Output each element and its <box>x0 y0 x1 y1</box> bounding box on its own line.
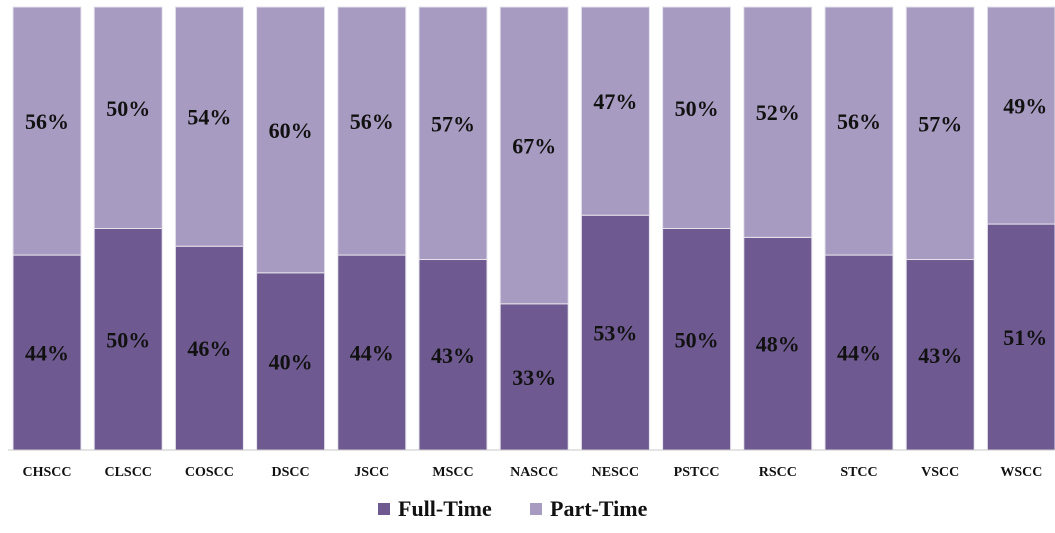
x-tick-nascc: NASCC <box>510 465 558 480</box>
bar-part-time-dscc <box>256 6 326 274</box>
bar-part-time-stcc <box>824 6 894 256</box>
legend-label-full-time: Full-Time <box>398 496 492 521</box>
data-label-part-time-dscc: 60% <box>269 118 313 143</box>
data-label-full-time-clscc: 50% <box>106 327 150 352</box>
x-tick-rscc: RSCC <box>759 465 797 480</box>
x-tick-jscc: JSCC <box>354 465 389 480</box>
bar-part-time-coscc <box>174 6 244 247</box>
x-tick-labels: CHSCC CLSCC COSCC DSCC JSCC MSCC NASCC NESCC PST… <box>22 465 1042 480</box>
legend: Full-Time Part-Time <box>378 496 648 521</box>
data-label-part-time-rscc: 52% <box>756 100 800 125</box>
data-label-part-time-nascc: 67% <box>512 133 556 158</box>
bar-full-time-rscc <box>743 236 813 451</box>
bar-full-time-wscc <box>986 223 1055 451</box>
data-label-full-time-vscc: 43% <box>918 343 962 368</box>
x-tick-dscc: DSCC <box>272 465 310 480</box>
bar-full-time-chscc <box>12 254 82 451</box>
labels-layer: 44% 56% 50% 50% 46% 54% 40% 60% 44% 56% 43% 57% 33% 6… <box>25 89 1047 390</box>
x-tick-mscc: MSCC <box>432 465 473 480</box>
data-label-full-time-nascc: 33% <box>512 365 556 390</box>
bar-part-time-vscc <box>905 6 975 261</box>
data-label-part-time-mscc: 57% <box>431 111 475 136</box>
x-tick-pstcc: PSTCC <box>674 465 720 480</box>
x-tick-nescc: NESCC <box>592 465 639 480</box>
data-label-full-time-coscc: 46% <box>187 336 231 361</box>
bar-full-time-mscc <box>418 259 488 451</box>
data-label-full-time-chscc: 44% <box>25 341 69 366</box>
bar-full-time-pstcc <box>662 228 732 451</box>
legend-swatch-part-time <box>530 503 542 515</box>
data-label-part-time-pstcc: 50% <box>675 96 719 121</box>
x-tick-clscc: CLSCC <box>104 465 151 480</box>
data-label-full-time-mscc: 43% <box>431 343 475 368</box>
data-label-part-time-stcc: 56% <box>837 109 881 134</box>
bar-part-time-chscc <box>12 6 82 256</box>
data-label-part-time-wscc: 49% <box>1003 94 1047 119</box>
data-label-full-time-wscc: 51% <box>1003 325 1047 350</box>
data-label-part-time-vscc: 57% <box>918 111 962 136</box>
bar-part-time-mscc <box>418 6 488 261</box>
bar-full-time-coscc <box>174 245 244 451</box>
legend-label-part-time: Part-Time <box>550 496 648 521</box>
bar-full-time-vscc <box>905 259 975 451</box>
bar-full-time-nascc <box>499 303 569 451</box>
x-tick-coscc: COSCC <box>185 465 234 480</box>
data-label-full-time-nescc: 53% <box>593 321 637 346</box>
bar-part-time-wscc <box>986 6 1055 225</box>
bar-part-time-nescc <box>580 6 650 216</box>
data-label-full-time-stcc: 44% <box>837 341 881 366</box>
data-label-part-time-coscc: 54% <box>187 105 231 130</box>
bar-part-time-rscc <box>743 6 813 238</box>
bar-part-time-clscc <box>93 6 163 229</box>
data-label-part-time-jscc: 56% <box>350 109 394 134</box>
bar-full-time-stcc <box>824 254 894 451</box>
bar-part-time-pstcc <box>662 6 732 229</box>
data-label-full-time-rscc: 48% <box>756 332 800 357</box>
data-label-full-time-pstcc: 50% <box>675 327 719 352</box>
x-tick-chscc: CHSCC <box>22 465 71 480</box>
data-label-full-time-jscc: 44% <box>350 341 394 366</box>
bar-full-time-nescc <box>580 214 650 451</box>
data-label-part-time-clscc: 50% <box>106 96 150 121</box>
bar-part-time-nascc <box>499 6 569 305</box>
data-label-full-time-dscc: 40% <box>269 349 313 374</box>
bars-layer <box>12 6 1055 451</box>
x-tick-wscc: WSCC <box>1000 465 1042 480</box>
legend-swatch-full-time <box>378 503 390 515</box>
data-label-part-time-chscc: 56% <box>25 109 69 134</box>
bar-part-time-jscc <box>337 6 407 256</box>
x-tick-stcc: STCC <box>840 465 877 480</box>
data-label-part-time-nescc: 47% <box>593 89 637 114</box>
x-tick-vscc: VSCC <box>921 465 959 480</box>
